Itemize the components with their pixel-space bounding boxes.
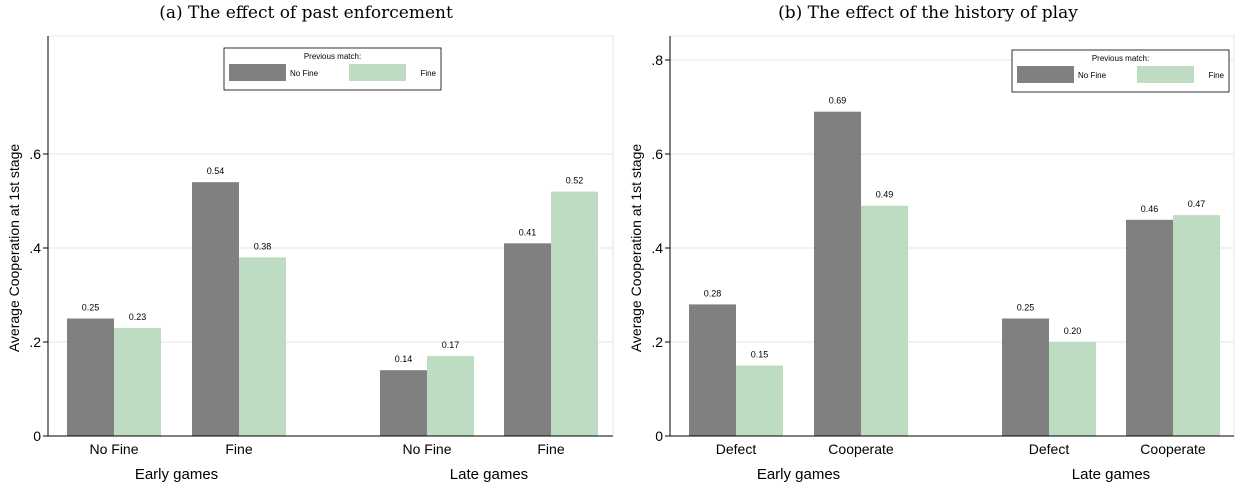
y-tick-label: .4 bbox=[651, 240, 663, 256]
x-tick-label: Cooperate bbox=[1140, 441, 1206, 457]
y-tick-label: 0 bbox=[33, 428, 41, 444]
bar-value-label: 0.15 bbox=[751, 350, 769, 360]
legend-label-fine: Fine bbox=[420, 69, 436, 78]
legend-swatch-no-fine bbox=[229, 64, 286, 81]
bar bbox=[1173, 215, 1220, 436]
chart-panel-b: (b) The effect of the history of play0.2… bbox=[628, 3, 1235, 483]
y-axis-label: Average Cooperation at 1st stage bbox=[628, 144, 644, 353]
bar bbox=[114, 327, 161, 436]
y-tick-label: .4 bbox=[29, 240, 41, 256]
y-tick-label: .2 bbox=[651, 334, 663, 350]
x-tick-label: Fine bbox=[225, 441, 252, 457]
x-tick-label: Defect bbox=[716, 441, 757, 457]
bar bbox=[1002, 318, 1049, 436]
bar bbox=[239, 257, 286, 436]
bar bbox=[427, 356, 474, 436]
x-tick-label: Defect bbox=[1029, 441, 1070, 457]
legend-label-no-fine: No Fine bbox=[1078, 71, 1107, 80]
legend-title: Previous match: bbox=[304, 52, 361, 61]
legend-swatch-fine bbox=[349, 64, 406, 81]
bar-value-label: 0.54 bbox=[207, 166, 225, 176]
chart-title: (a) The effect of past enforcement bbox=[159, 3, 453, 23]
x-group-label: Late games bbox=[1072, 466, 1150, 483]
bar bbox=[1126, 219, 1173, 436]
bar bbox=[551, 191, 598, 436]
y-tick-label: .8 bbox=[651, 52, 663, 68]
legend: Previous match: No Fine Fine bbox=[1011, 49, 1230, 93]
bar-value-label: 0.69 bbox=[829, 96, 847, 106]
bar bbox=[192, 182, 239, 436]
bar-value-label: 0.46 bbox=[1141, 204, 1159, 214]
bar-value-label: 0.41 bbox=[519, 227, 537, 237]
bar-value-label: 0.38 bbox=[254, 241, 272, 251]
x-group-label: Early games bbox=[135, 466, 218, 483]
y-tick-label: 0 bbox=[655, 428, 663, 444]
bar-value-label: 0.47 bbox=[1188, 199, 1206, 209]
bar bbox=[689, 304, 736, 436]
bar bbox=[380, 370, 427, 436]
bar bbox=[1049, 342, 1096, 436]
legend-label-fine: Fine bbox=[1208, 71, 1224, 80]
y-axis-label: Average Cooperation at 1st stage bbox=[6, 144, 22, 353]
y-tick-label: .6 bbox=[29, 146, 41, 162]
x-tick-label: No Fine bbox=[89, 441, 138, 457]
bar bbox=[861, 205, 908, 436]
bar-value-label: 0.52 bbox=[566, 176, 584, 186]
chart-panel-a: (a) The effect of past enforcement 0 .2 .4.… bbox=[6, 3, 614, 483]
bar-value-label: 0.25 bbox=[82, 303, 100, 313]
x-group-label: Early games bbox=[757, 466, 840, 483]
y-tick-label: .2 bbox=[29, 334, 41, 350]
bar-value-label: 0.28 bbox=[704, 288, 722, 298]
x-tick-label: Fine bbox=[537, 441, 564, 457]
legend-label-no-fine: No Fine bbox=[290, 69, 319, 78]
x-group-label: Late games bbox=[450, 466, 528, 483]
bar-value-label: 0.14 bbox=[395, 354, 413, 364]
x-tick-label: No Fine bbox=[402, 441, 451, 457]
bar-value-label: 0.20 bbox=[1064, 326, 1082, 336]
bar bbox=[736, 365, 783, 436]
legend-title: Previous match: bbox=[1092, 54, 1149, 63]
bar bbox=[67, 318, 114, 436]
legend-swatch-fine bbox=[1137, 66, 1194, 83]
bar bbox=[504, 243, 551, 436]
bar-value-label: 0.17 bbox=[442, 340, 460, 350]
legend-swatch-no-fine bbox=[1017, 66, 1074, 83]
bar bbox=[814, 111, 861, 436]
legend: Previous match: No Fine Fine bbox=[223, 47, 442, 91]
x-tick-label: Cooperate bbox=[828, 441, 894, 457]
y-tick-label: .6 bbox=[651, 146, 663, 162]
bar-value-label: 0.49 bbox=[876, 190, 894, 200]
chart-title: (b) The effect of the history of play bbox=[778, 3, 1078, 23]
bar-value-label: 0.25 bbox=[1017, 303, 1035, 313]
bar-value-label: 0.23 bbox=[129, 312, 147, 322]
